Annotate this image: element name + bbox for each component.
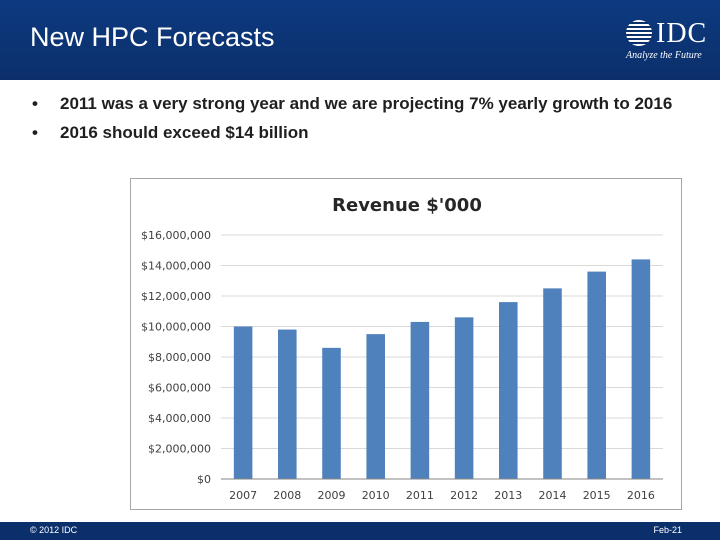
bullet-dot: • [32, 94, 38, 113]
bullet-item: • 2016 should exceed $14 billion [32, 122, 692, 143]
bar-2011 [410, 321, 430, 479]
idc-logo: IDC Analyze the Future [622, 14, 712, 64]
x-tick-label: 2015 [583, 489, 611, 502]
y-tick-label: $0 [197, 473, 211, 486]
bullet-list: • 2011 was a very strong year and we are… [32, 93, 692, 151]
revenue-chart: Revenue $'000 $0 $2,000,000 $4,000,000 $6,0… [130, 178, 682, 510]
slide-footer: © 2012 IDC Feb-21 [0, 522, 720, 540]
globe-icon [626, 20, 652, 46]
copyright-text: © 2012 IDC [30, 525, 78, 535]
x-tick-label: 2014 [539, 489, 567, 502]
bar-2013 [499, 302, 518, 479]
y-tick-label: $6,000,000 [148, 382, 211, 395]
y-tick-label: $10,000,000 [141, 321, 211, 334]
bar-2016 [631, 259, 651, 479]
bar-2012 [454, 317, 474, 479]
x-tick-label: 2008 [273, 489, 301, 502]
bullet-text: 2016 should exceed $14 billion [60, 123, 309, 142]
x-tick-label: 2011 [406, 489, 434, 502]
bullet-item: • 2011 was a very strong year and we are… [32, 93, 692, 114]
y-tick-label: $4,000,000 [148, 412, 211, 425]
bar-2007 [233, 326, 253, 479]
bars [233, 259, 651, 479]
y-tick-label: $16,000,000 [141, 229, 211, 242]
x-tick-label: 2016 [627, 489, 655, 502]
bar-2014 [543, 288, 562, 479]
chart-canvas: Revenue $'000 $0 $2,000,000 $4,000,000 $6,0… [141, 195, 663, 502]
slide-header: New HPC Forecasts IDC Analyze the Future [0, 0, 720, 80]
x-tick-label: 2012 [450, 489, 478, 502]
y-tick-label: $8,000,000 [148, 351, 211, 364]
y-tick-labels: $0 $2,000,000 $4,000,000 $6,000,000 $8,000,0… [141, 229, 211, 486]
x-tick-label: 2013 [494, 489, 522, 502]
bar-2008 [278, 329, 297, 479]
x-tick-labels: 2007 2008 2009 2010 2011 2012 2013 2014 2015 2016 [229, 489, 655, 502]
x-tick-label: 2009 [318, 489, 346, 502]
y-tick-label: $12,000,000 [141, 290, 211, 303]
logo-text: IDC [656, 18, 708, 49]
bar-2010 [366, 334, 385, 479]
bar-2015 [587, 271, 606, 479]
x-tick-label: 2010 [362, 489, 390, 502]
x-tick-label: 2007 [229, 489, 257, 502]
logo-tagline: Analyze the Future [626, 50, 702, 61]
slide-title: New HPC Forecasts [30, 22, 275, 52]
bullet-dot: • [32, 123, 38, 142]
chart-title: Revenue $'000 [332, 195, 482, 216]
y-tick-label: $2,000,000 [148, 443, 211, 456]
date-label: Feb-21 [653, 525, 682, 535]
bullet-text: 2011 was a very strong year and we are p… [60, 94, 673, 113]
bar-2009 [322, 347, 341, 479]
y-tick-label: $14,000,000 [141, 260, 211, 273]
